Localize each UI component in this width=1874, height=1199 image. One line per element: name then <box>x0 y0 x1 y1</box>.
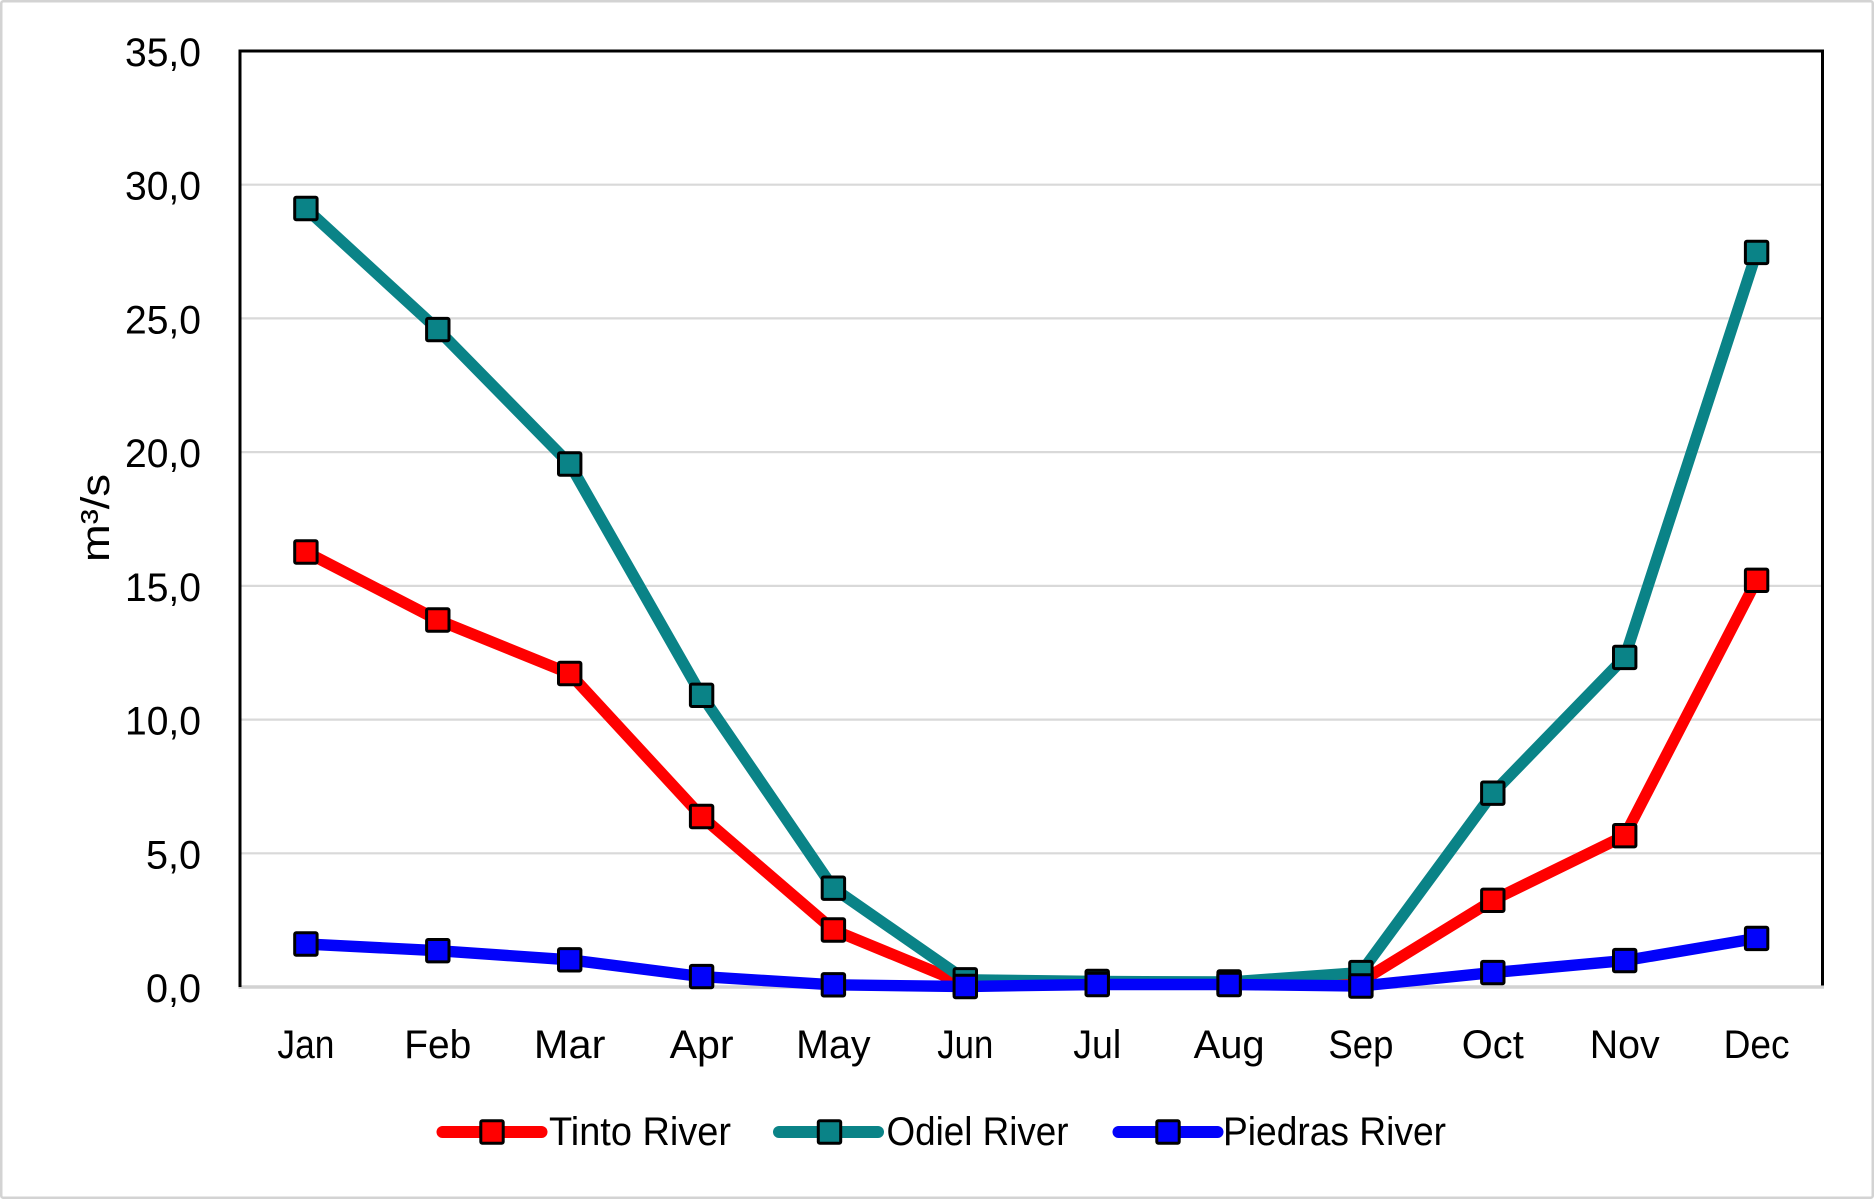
svg-text:Nov: Nov <box>1590 1023 1660 1067</box>
svg-text:Sep: Sep <box>1328 1023 1393 1067</box>
svg-text:0,0: 0,0 <box>146 967 201 1011</box>
svg-text:Jul: Jul <box>1073 1023 1121 1067</box>
svg-text:10,0: 10,0 <box>125 700 201 744</box>
svg-text:Jun: Jun <box>937 1023 993 1067</box>
svg-text:15,0: 15,0 <box>125 566 201 610</box>
svg-text:Jan: Jan <box>277 1023 334 1067</box>
svg-text:5,0: 5,0 <box>146 833 201 877</box>
svg-text:Aug: Aug <box>1194 1023 1265 1067</box>
svg-text:Tinto River: Tinto River <box>549 1110 731 1154</box>
svg-text:35,0: 35,0 <box>125 31 201 75</box>
svg-text:20,0: 20,0 <box>125 432 201 476</box>
svg-text:Dec: Dec <box>1724 1023 1790 1067</box>
svg-text:Oct: Oct <box>1462 1023 1524 1067</box>
svg-text:Mar: Mar <box>534 1023 606 1067</box>
svg-text:May: May <box>796 1023 871 1067</box>
svg-text:Feb: Feb <box>404 1023 471 1067</box>
svg-text:Odiel River: Odiel River <box>887 1110 1069 1154</box>
svg-text:Piedras River: Piedras River <box>1223 1110 1446 1154</box>
svg-text:30,0: 30,0 <box>125 165 201 209</box>
svg-text:m³/s: m³/s <box>74 474 118 562</box>
svg-text:Apr: Apr <box>670 1023 734 1067</box>
svg-text:25,0: 25,0 <box>125 298 201 342</box>
